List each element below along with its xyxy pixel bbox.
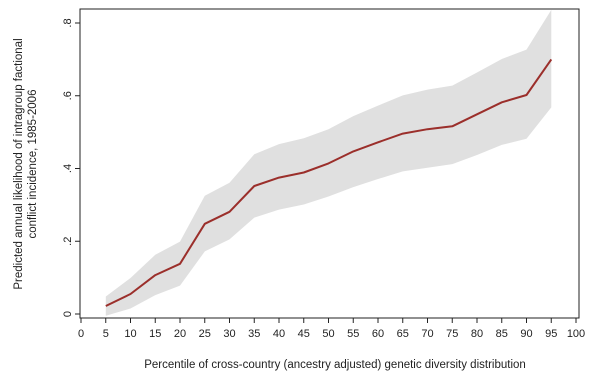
x-tick-label: 80 xyxy=(471,328,483,340)
x-tick-label: 55 xyxy=(347,328,359,340)
x-tick-label: 5 xyxy=(103,328,109,340)
prediction-line xyxy=(105,58,553,307)
x-tick-label: 90 xyxy=(520,328,532,340)
x-tick-label: 95 xyxy=(545,328,557,340)
x-tick-label: 65 xyxy=(397,328,409,340)
x-tick-label: 35 xyxy=(248,328,260,340)
x-tick-label: 50 xyxy=(322,328,334,340)
x-tick-label: 25 xyxy=(199,328,211,340)
y-tick-label: .2 xyxy=(62,237,74,246)
y-tick-label: .6 xyxy=(62,91,74,100)
y-tick-label: .8 xyxy=(62,18,74,27)
x-tick-label: 75 xyxy=(446,328,458,340)
x-axis-title: Percentile of cross-country (ancestry ad… xyxy=(144,359,526,371)
x-tick-label: 40 xyxy=(273,328,285,340)
x-tick-label: 10 xyxy=(124,328,136,340)
x-tick-label: 70 xyxy=(421,328,433,340)
x-tick-label: 20 xyxy=(174,328,186,340)
plot-frame xyxy=(79,8,580,319)
y-axis-title-line-2: conflict incidence, 1985-2006 xyxy=(27,90,39,239)
x-tick-label: 100 xyxy=(567,328,585,340)
y-tick-label: .4 xyxy=(62,164,74,173)
y-axis-title-line-1: Predicted annual likelihood of intragrou… xyxy=(13,38,25,289)
x-tick-label: 0 xyxy=(78,328,84,340)
x-tick-label: 15 xyxy=(149,328,161,340)
x-tick-label: 85 xyxy=(496,328,508,340)
x-tick-label: 30 xyxy=(223,328,235,340)
y-tick-label: 0 xyxy=(62,311,74,317)
x-tick-label: 60 xyxy=(372,328,384,340)
x-tick-label: 45 xyxy=(298,328,310,340)
